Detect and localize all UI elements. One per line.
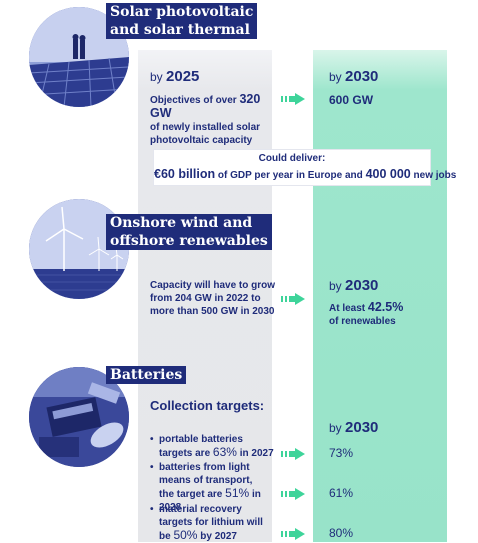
could-deliver-label: Could deliver: [258, 153, 326, 164]
batteries-year-right: by 2030 [329, 419, 379, 436]
could-deliver-box: Could deliver: €60 billion of GDP per ye… [154, 150, 457, 185]
solar-title: Solar photovoltaic and solar thermal [106, 3, 258, 39]
solar-target-value: 600 GW [329, 93, 374, 107]
right-arrow-icon [281, 528, 305, 540]
right-arrow-icon [281, 93, 305, 105]
collection-targets-label: Collection targets: [150, 398, 265, 413]
right-arrow-icon [281, 293, 305, 305]
battery-target-portable-value: 73% [329, 446, 354, 460]
right-arrow-icon [281, 448, 305, 460]
battery-target-light-transport-value: 61% [329, 486, 354, 500]
solar-year-right: by 2030 [329, 68, 379, 85]
solar-year-left: by 2025 [150, 68, 200, 85]
current-column [138, 50, 272, 542]
battery-target-lithium-value: 80% [329, 526, 354, 540]
target-column [313, 50, 447, 542]
wind-capacity-text: Capacity will have to grow from 204 GW i… [150, 280, 276, 317]
battery-target-portable: • portable batteries targets are 63% in … [150, 434, 274, 459]
could-deliver-text: €60 billion of GDP per year in Europe an… [154, 167, 457, 181]
battery-target-lithium: • material recovery targets for lithium … [150, 504, 263, 542]
right-arrow-icon [281, 488, 305, 500]
battery-target-light-transport: • batteries from light means of transpor… [150, 462, 261, 513]
wind-title: Onshore wind and offshore renewables [106, 214, 272, 250]
wind-year-right: by 2030 [329, 277, 379, 294]
wind-target-text: At least 42.5% of renewables [329, 300, 404, 328]
batteries-title: Batteries [106, 366, 187, 384]
solar-objective-text: Objectives of over 320 GW of newly insta… [150, 92, 261, 147]
